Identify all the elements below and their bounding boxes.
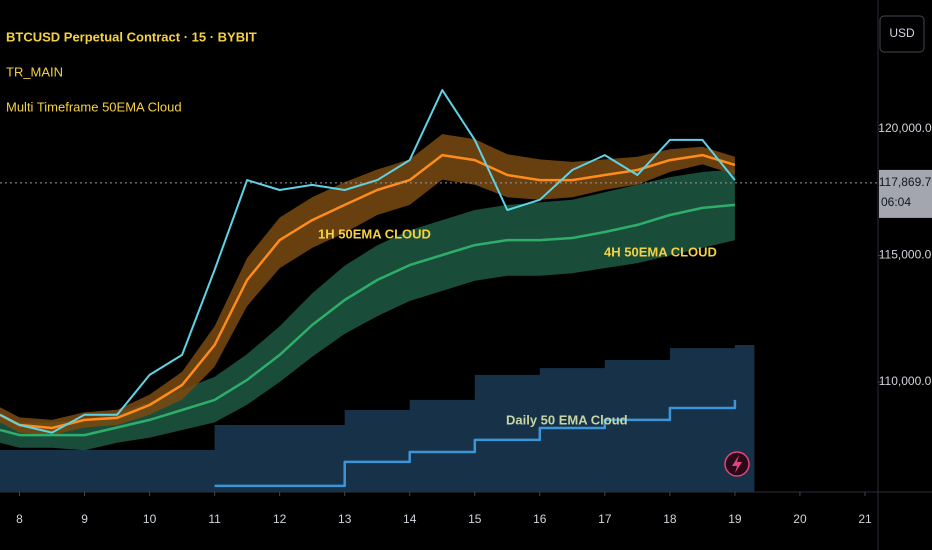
x-tick-label: 10 (143, 512, 157, 526)
ema-line (0, 153, 736, 430)
annotation: Daily 50 EMA Cloud (506, 412, 628, 427)
x-tick-label: 18 (663, 512, 677, 526)
x-tick-label: 21 (858, 512, 872, 526)
x-tick-label: 13 (338, 512, 352, 526)
x-tick-label: 11 (208, 512, 221, 526)
price-line (0, 89, 736, 434)
plot-area (0, 89, 755, 492)
chart-title: BTCUSD Perpetual Contract · 15 · BYBIT (6, 29, 257, 44)
x-tick-label: 17 (598, 512, 612, 526)
last-price-box (879, 169, 932, 218)
unit-label: USD (889, 26, 915, 40)
annotation: 1H 50EMA CLOUD (318, 226, 431, 241)
ema-line (214, 399, 737, 488)
x-tick-label: 12 (273, 512, 287, 526)
x-tick-label: 16 (533, 512, 547, 526)
x-tick-label: 14 (403, 512, 417, 526)
x-tick-label: 15 (468, 512, 482, 526)
y-tick-label: 120,000.0 (878, 121, 932, 135)
ema-cloud (0, 345, 755, 492)
x-tick-label: 19 (728, 512, 742, 526)
y-tick-label: 110,000.0 (879, 374, 932, 388)
alert-icon[interactable] (724, 451, 750, 477)
indicator-label[interactable]: Multi Timeframe 50EMA Cloud (6, 99, 182, 114)
countdown: 06:04 (881, 195, 911, 209)
x-tick-label: 9 (81, 512, 88, 526)
unit-box[interactable] (879, 15, 925, 53)
x-tick-label: 8 (16, 512, 23, 526)
x-tick-label: 20 (793, 512, 807, 526)
annotation: 4H 50EMA CLOUD (604, 244, 717, 259)
ema-line (0, 203, 736, 437)
last-price-label: 117,869.7 (879, 175, 932, 189)
y-tick-label: 115,000.0 (879, 248, 932, 262)
indicator-label[interactable]: TR_MAIN (6, 64, 63, 79)
